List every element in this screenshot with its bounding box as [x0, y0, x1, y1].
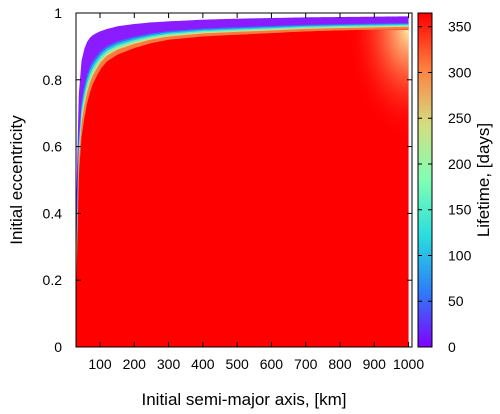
full-lifetime-region: [76, 29, 409, 347]
x-tick-label: 600: [260, 356, 284, 372]
colorbar-tick-label: 100: [448, 247, 472, 263]
x-tick-label: 100: [88, 356, 112, 372]
colorbar-tick-label: 50: [448, 293, 464, 309]
x-tick-label: 300: [157, 356, 181, 372]
x-axis: 100 200 300 400 500 600 700 800 900 1000: [88, 13, 424, 372]
y-tick-label: 1: [54, 5, 62, 21]
lifetime-contour-band: [76, 26, 409, 304]
colorbar-tick-label: 150: [448, 202, 472, 218]
colorbar-axis: 0 50 100 150 200 250 300 350: [418, 19, 472, 355]
colorbar-tick-label: 300: [448, 64, 472, 80]
colorbar-tick-label: 350: [448, 19, 472, 35]
colorbar-tick-label: 250: [448, 110, 472, 126]
colorbar-tick-label: 200: [448, 156, 472, 172]
y-tick-label: 0.4: [43, 205, 63, 221]
y-tick-label: 0.2: [43, 272, 63, 288]
y-axis-title: Initial eccentricity: [7, 115, 26, 245]
x-tick-label: 200: [123, 356, 147, 372]
colorbar-title: Lifetime, [days]: [474, 123, 493, 237]
x-axis-title: Initial semi-major axis, [km]: [142, 390, 347, 409]
x-tick-label: 1000: [393, 356, 424, 372]
y-tick-label: 0.8: [43, 72, 63, 88]
x-tick-label: 700: [294, 356, 318, 372]
lifetime-contour-band: [76, 25, 409, 304]
x-tick-label: 900: [363, 356, 387, 372]
x-tick-label: 800: [328, 356, 352, 372]
x-tick-label: 500: [225, 356, 249, 372]
corner-fade-region: [346, 29, 409, 140]
heatmap-area: [76, 16, 409, 347]
y-axis: 0 0.2 0.4 0.6 0.8 1: [43, 5, 412, 355]
plot-frame: [75, 12, 413, 348]
x-tick-label: 400: [191, 356, 215, 372]
colorbar-tick-label: 0: [448, 339, 456, 355]
y-tick-label: 0: [54, 339, 62, 355]
y-tick-label: 0.6: [43, 139, 63, 155]
colorbar: [417, 12, 433, 348]
